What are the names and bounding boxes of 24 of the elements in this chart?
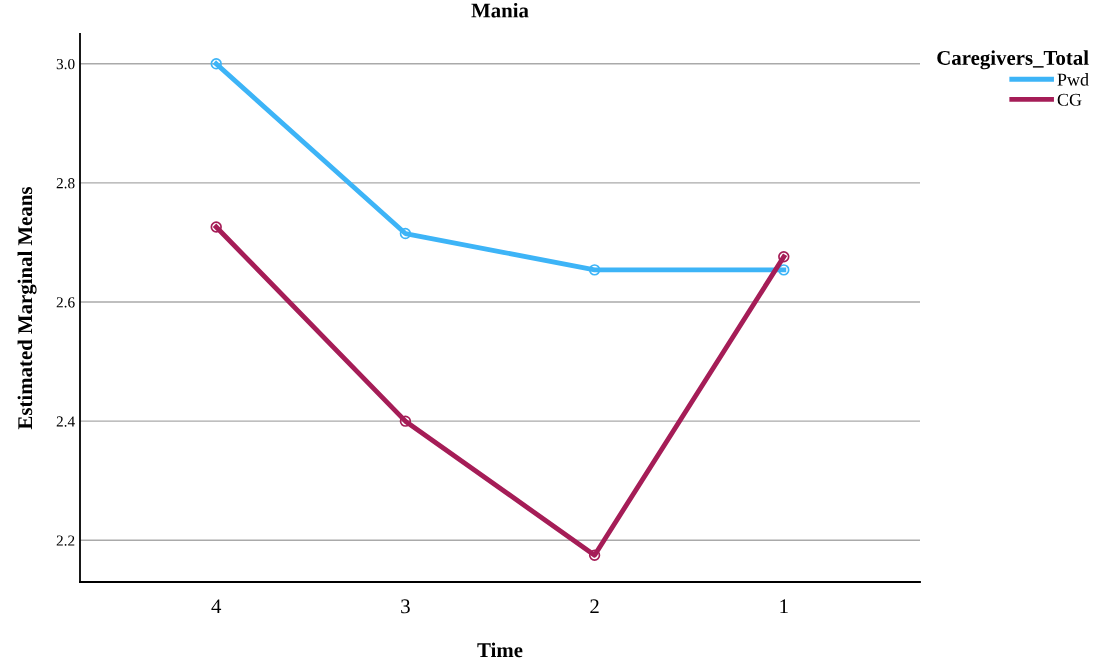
y-tick-label: 2.4	[56, 416, 75, 427]
x-axis-title: Time	[477, 642, 523, 658]
legend-title: Caregivers_Total	[937, 50, 1089, 70]
chart-title: Mania	[471, 2, 529, 18]
x-tick-label: 1	[780, 599, 788, 614]
x-tick-label: 2	[590, 599, 599, 614]
y-tick-label: 2.8	[56, 178, 75, 189]
point	[588, 549, 601, 561]
y-axis-title: Estimated Marginal Means	[17, 186, 37, 430]
point	[399, 415, 412, 427]
legend-label: CG	[1057, 93, 1082, 106]
line-series	[210, 221, 790, 561]
point	[210, 58, 222, 70]
point	[588, 264, 601, 276]
y-tick-label: 3.0	[56, 58, 75, 70]
x-tick-label: 3	[401, 599, 410, 614]
point	[210, 221, 222, 233]
point	[778, 264, 790, 276]
point	[778, 251, 790, 263]
point	[399, 227, 412, 240]
y-tick-label: 2.6	[56, 297, 75, 308]
legend-label: Pwd	[1057, 73, 1089, 86]
x-tick-label: 4	[211, 599, 222, 614]
y-tick-label: 2.2	[56, 535, 75, 546]
